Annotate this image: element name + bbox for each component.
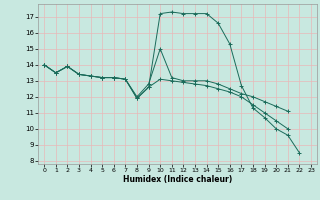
- X-axis label: Humidex (Indice chaleur): Humidex (Indice chaleur): [123, 175, 232, 184]
